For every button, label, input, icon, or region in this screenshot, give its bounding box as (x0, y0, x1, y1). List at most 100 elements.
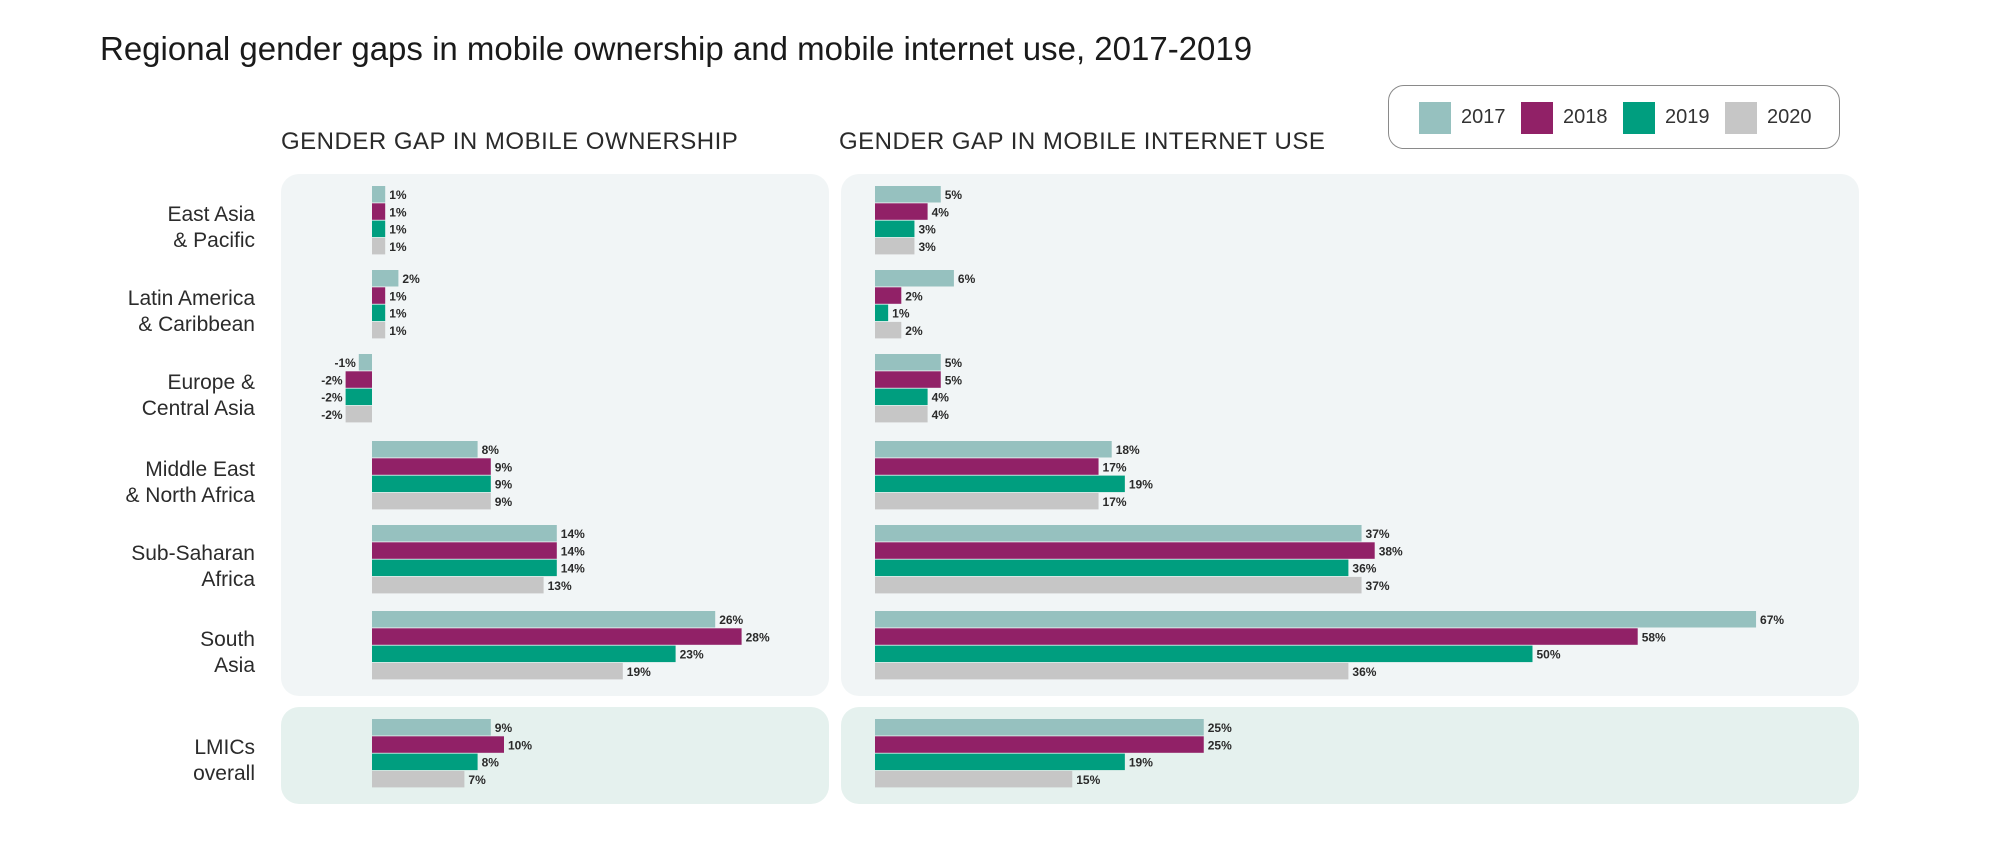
bar-2018 (372, 458, 491, 475)
bar-2019 (875, 559, 1349, 577)
data-label: 15% (1076, 773, 1100, 787)
bar-2017 (372, 611, 716, 628)
bar-2019 (875, 388, 928, 406)
bar-2018 (372, 542, 557, 559)
data-label: -2% (321, 391, 343, 405)
row-label: Europe & Central Asia (141, 371, 255, 420)
data-label: 14% (561, 527, 585, 541)
legend-swatch-2020 (1725, 102, 1757, 134)
data-label: 1% (389, 188, 407, 202)
bar-2019 (372, 645, 676, 663)
data-label: 4% (932, 391, 950, 405)
bar-2017 (875, 186, 941, 203)
data-label: 50% (1537, 648, 1561, 662)
bar-2017 (372, 441, 478, 458)
data-label: 8% (482, 756, 500, 770)
data-label: 37% (1366, 579, 1390, 593)
data-label: 9% (495, 721, 513, 735)
panel-title-internet: GENDER GAP IN MOBILE INTERNET USE (839, 128, 1326, 155)
bar-2018 (345, 371, 372, 388)
bar-2020 (875, 662, 1349, 680)
bar-2018 (875, 371, 941, 388)
data-label: 2% (905, 289, 923, 303)
bar-2018 (875, 458, 1099, 475)
legend-swatch-2017 (1419, 102, 1451, 134)
data-label: 26% (719, 613, 743, 627)
panel-background-ownership-overall (281, 707, 829, 804)
bar-2018 (875, 736, 1204, 753)
data-label: 5% (945, 188, 963, 202)
bar-2020 (372, 492, 491, 510)
legend: 2017 2018 2019 2020 (1388, 85, 1840, 149)
data-label: 5% (945, 356, 963, 370)
legend-label-2018: 2018 (1563, 106, 1608, 128)
data-label: 19% (1129, 478, 1153, 492)
data-label: 1% (389, 223, 407, 237)
legend-swatch-2018 (1521, 102, 1553, 134)
bar-2019 (875, 475, 1125, 493)
data-label: 13% (548, 579, 572, 593)
data-label: 2% (905, 324, 923, 338)
bar-2017 (875, 611, 1757, 628)
bar-2019 (372, 220, 386, 238)
data-label: 1% (892, 307, 910, 321)
data-label: 6% (958, 272, 976, 286)
bar-2018 (875, 628, 1638, 645)
bar-2019 (345, 388, 372, 406)
data-label: 58% (1642, 630, 1666, 644)
data-label: 1% (389, 205, 407, 219)
bar-2020 (875, 576, 1362, 594)
bar-2020 (372, 321, 386, 339)
data-label: 19% (1129, 756, 1153, 770)
row-label: LMICs overall (193, 736, 255, 785)
row-label: East Asia & Pacific (167, 203, 255, 252)
data-label: 25% (1208, 721, 1232, 735)
bar-2019 (372, 559, 557, 577)
data-label: 67% (1760, 613, 1784, 627)
data-label: 19% (627, 665, 651, 679)
bar-2020 (345, 405, 372, 423)
bar-2019 (875, 753, 1125, 771)
data-label: 7% (468, 773, 486, 787)
data-label: 1% (389, 289, 407, 303)
data-label: 36% (1352, 562, 1376, 576)
data-label: 17% (1103, 460, 1127, 474)
data-label: 36% (1352, 665, 1376, 679)
data-label: 1% (389, 307, 407, 321)
data-label: 1% (389, 240, 407, 254)
data-label: 5% (945, 373, 963, 387)
panel-title-ownership: GENDER GAP IN MOBILE OWNERSHIP (281, 128, 739, 155)
data-label: 23% (680, 648, 704, 662)
bar-2019 (875, 304, 889, 322)
bar-2017 (372, 186, 386, 203)
bar-2017 (875, 525, 1362, 542)
data-label: 10% (508, 738, 532, 752)
legend-label-2019: 2019 (1665, 106, 1710, 128)
bar-2020 (372, 237, 386, 255)
bar-2017 (372, 719, 491, 736)
data-label: 9% (495, 478, 513, 492)
bar-2020 (372, 576, 544, 594)
bar-2020 (875, 492, 1099, 510)
row-label: South Asia (200, 628, 255, 677)
bar-2018 (372, 736, 504, 753)
bars-group: 1% 1% 1% 1% 2% 1% 1% 1% -1% -2% -2% -2% 8% 9% 9% 9% 14% 1… (321, 186, 1784, 788)
legend-label-2020: 2020 (1767, 106, 1812, 128)
bar-2019 (372, 475, 491, 493)
bar-2019 (372, 304, 386, 322)
bar-2020 (875, 405, 928, 423)
bar-2017 (372, 525, 557, 542)
data-label: 1% (389, 324, 407, 338)
bar-2019 (372, 753, 478, 771)
data-label: -2% (321, 373, 343, 387)
bar-2017 (875, 270, 954, 287)
bar-2018 (372, 203, 386, 220)
data-label: -2% (321, 408, 343, 422)
bar-2017 (875, 354, 941, 371)
data-label: 4% (932, 205, 950, 219)
data-label: 37% (1366, 527, 1390, 541)
data-label: 25% (1208, 738, 1232, 752)
row-label: Middle East & North Africa (125, 458, 255, 507)
data-label: 2% (402, 272, 420, 286)
